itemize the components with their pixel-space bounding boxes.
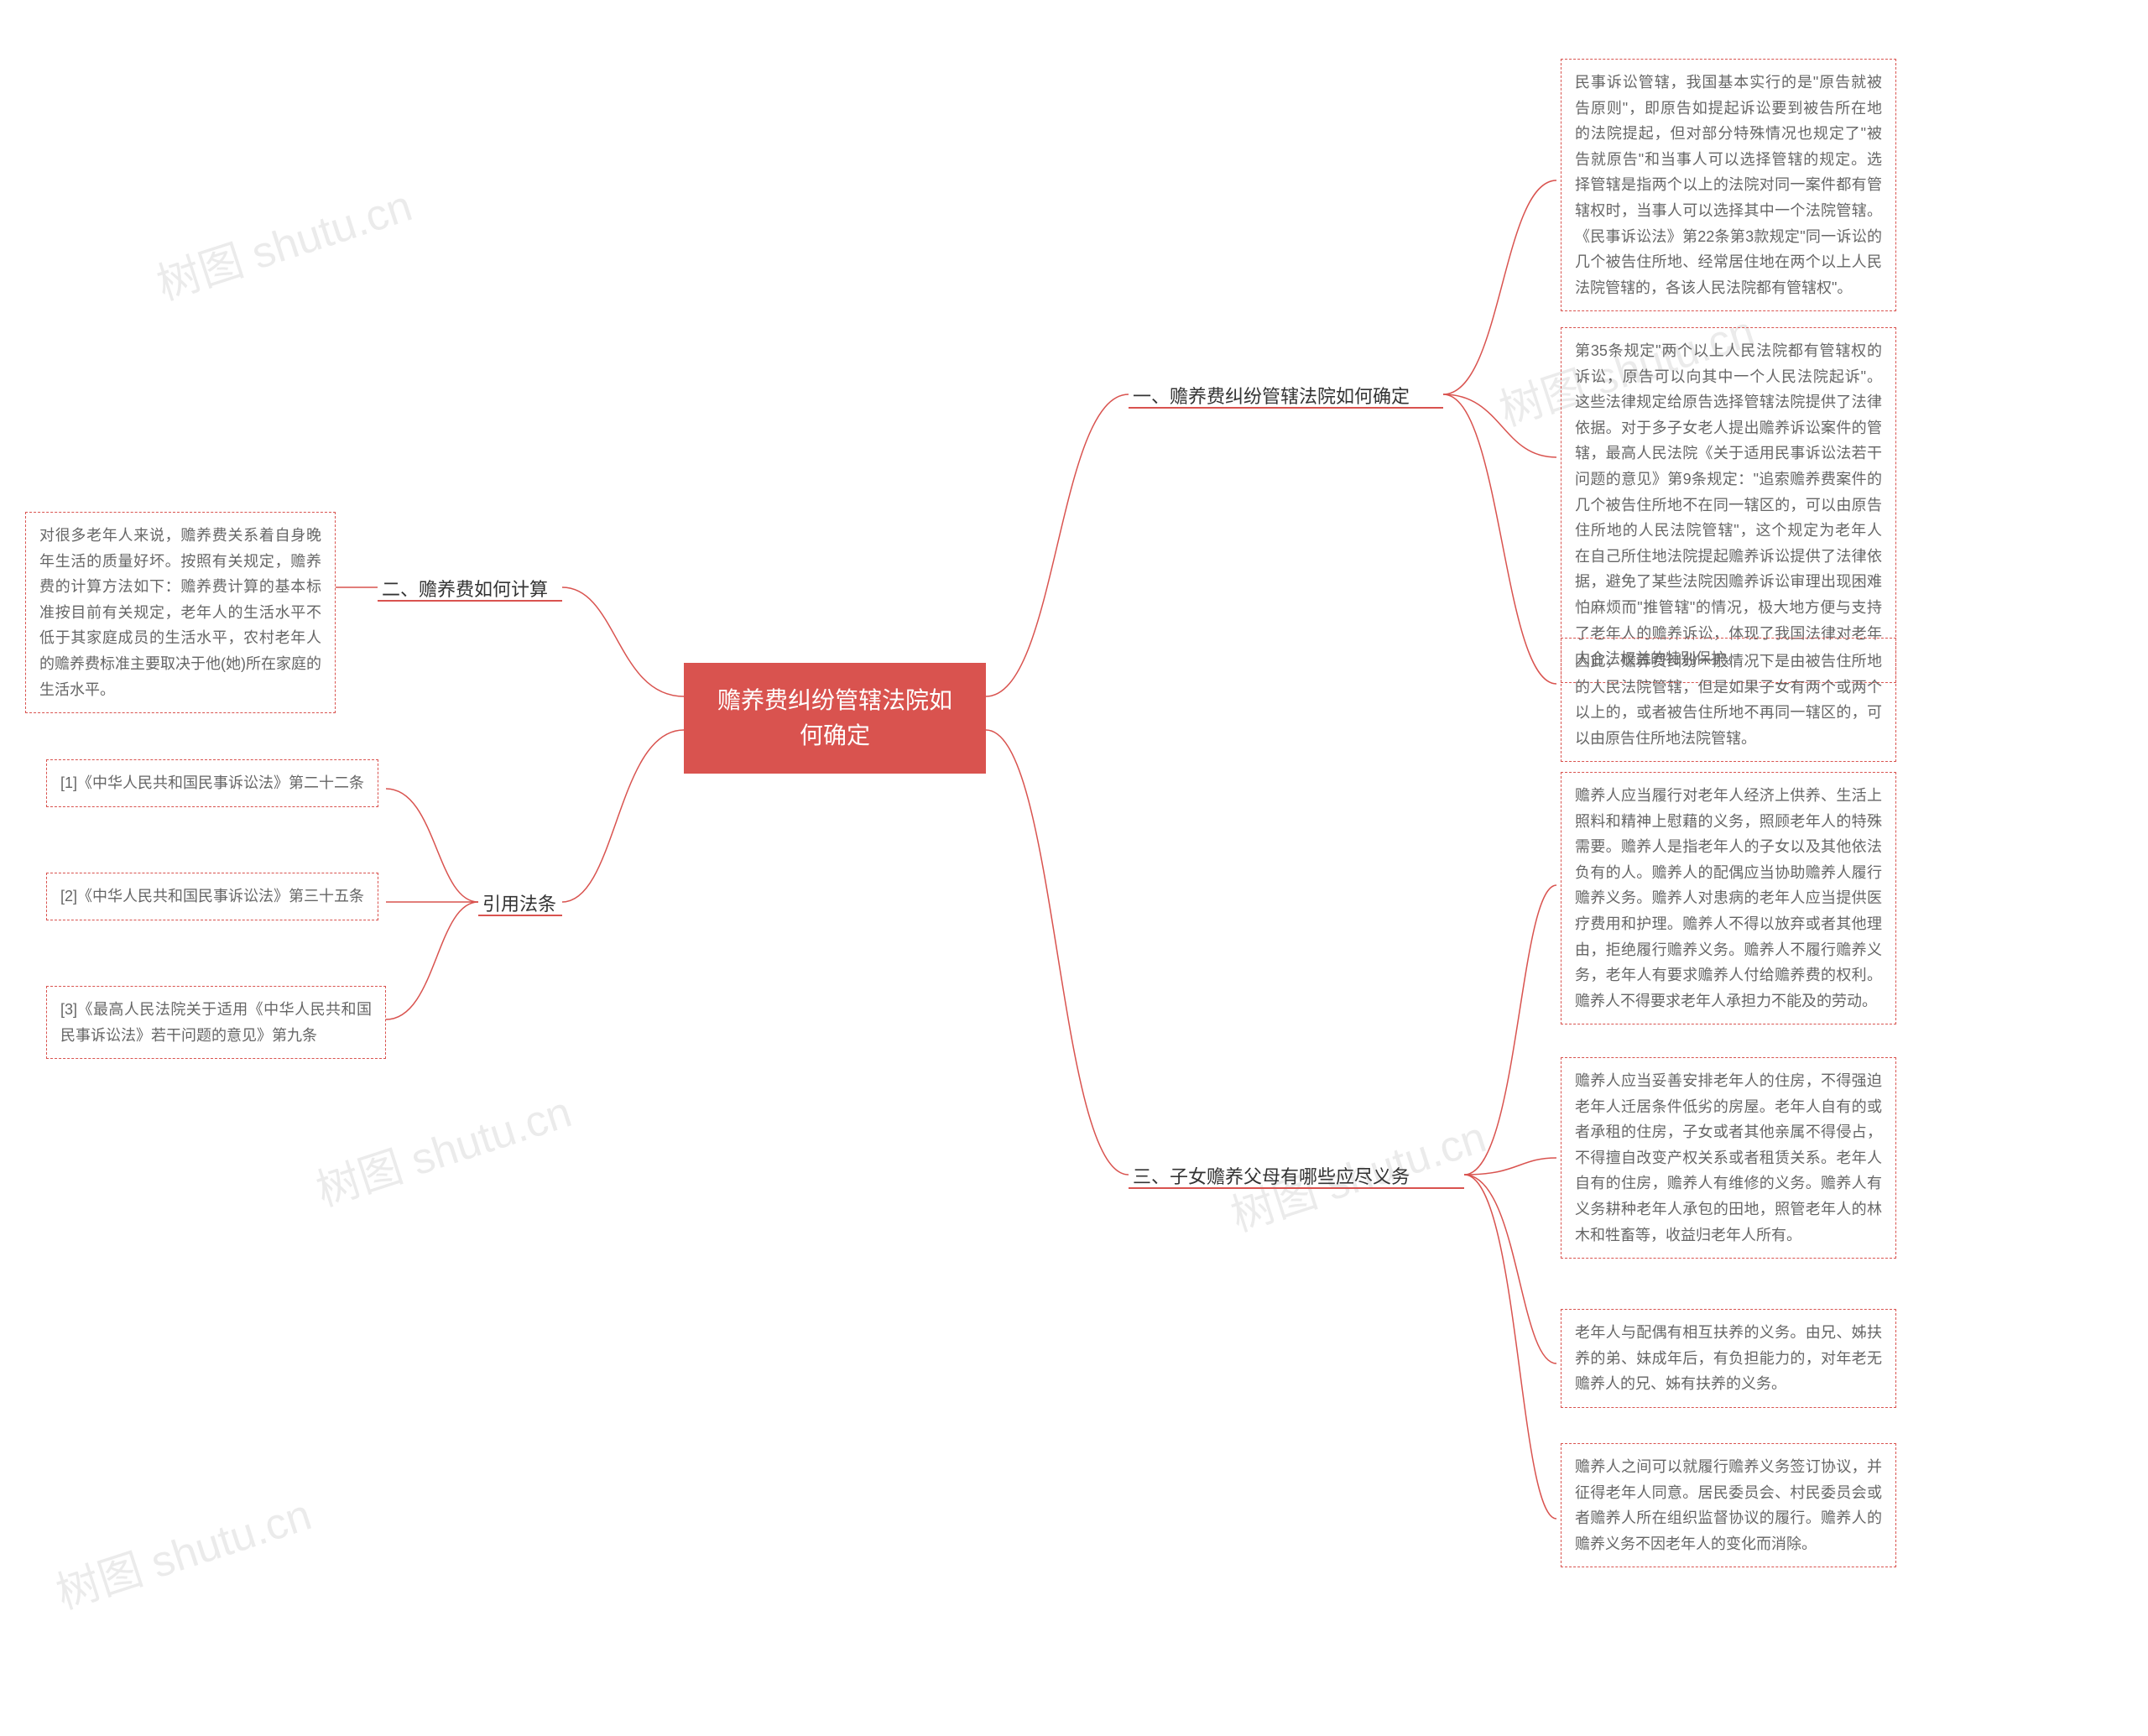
box-b4-1: [1]《中华人民共和国民事诉讼法》第二十二条 [46,759,378,807]
center-node: 赡养费纠纷管辖法院如何确定 [684,663,986,774]
mindmap-canvas: 树图 shutu.cn 树图 shutu.cn 树图 shutu.cn 树图 s… [0,0,2148,1736]
branch-3-underline [1129,1187,1464,1189]
watermark: 树图 shutu.cn [47,1479,318,1621]
box-b3-3: 老年人与配偶有相互扶养的义务。由兄、姊扶养的弟、妹成年后，有负担能力的，对年老无… [1561,1309,1896,1408]
watermark: 树图 shutu.cn [148,170,419,312]
branch-1-underline [1129,407,1443,409]
box-b3-4: 赡养人之间可以就履行赡养义务签订协议，并征得老年人同意。居民委员会、村民委员会或… [1561,1443,1896,1567]
box-b2-1: 对很多老年人来说，赡养费关系着自身晚年生活的质量好坏。按照有关规定，赡养费的计算… [25,512,336,713]
watermark: 树图 shutu.cn [307,1077,578,1218]
box-b3-1: 赡养人应当履行对老年人经济上供养、生活上照料和精神上慰藉的义务，照顾老年人的特殊… [1561,772,1896,1024]
box-b4-2: [2]《中华人民共和国民事诉讼法》第三十五条 [46,873,378,920]
box-b1-2: 第35条规定"两个以上人民法院都有管辖权的诉讼，原告可以向其中一个人民法院起诉"… [1561,327,1896,683]
branch-2-underline [378,600,562,602]
box-b3-2: 赡养人应当妥善安排老年人的住房，不得强迫老年人迁居条件低劣的房屋。老年人自有的或… [1561,1057,1896,1259]
branch-4-underline [478,915,562,916]
box-b1-1: 民事诉讼管辖，我国基本实行的是"原告就被告原则"，即原告如提起诉讼要到被告所在地… [1561,59,1896,311]
box-b1-3: 因此，赡养费纠纷一般情况下是由被告住所地的人民法院管辖，但是如果子女有两个或两个… [1561,638,1896,762]
box-b4-3: [3]《最高人民法院关于适用《中华人民共和国民事诉讼法》若干问题的意见》第九条 [46,986,386,1059]
